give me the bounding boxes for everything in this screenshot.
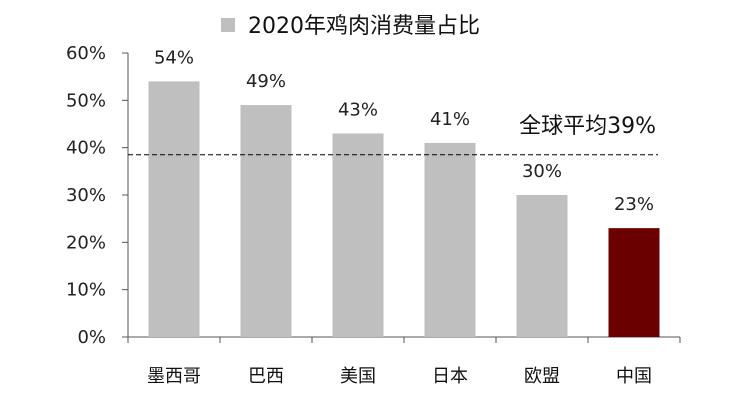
legend-swatch [221, 18, 235, 32]
x-tick-label: 美国 [340, 366, 376, 387]
data-label: 30% [522, 161, 562, 182]
bar [608, 228, 660, 337]
reference-line-group: 全球平均39% [128, 114, 658, 156]
x-tick-label: 巴西 [248, 366, 284, 387]
y-tick-label: 20% [66, 232, 106, 253]
value-labels: 54% 49% 43% 41% 30% 23% [154, 47, 654, 215]
bar [332, 133, 384, 337]
data-label: 49% [246, 71, 286, 92]
x-axis: 墨西哥 巴西 美国 日本 欧盟 中国 [127, 336, 681, 387]
bar [148, 81, 200, 338]
data-label: 54% [154, 47, 194, 68]
data-label: 23% [614, 194, 654, 215]
x-tick-label: 中国 [616, 366, 652, 387]
x-tick-label: 欧盟 [524, 366, 560, 387]
data-label: 43% [338, 99, 378, 120]
legend-label: 2020年鸡肉消费量占比 [248, 14, 480, 39]
y-tick-label: 0% [77, 327, 106, 348]
y-tick-label: 50% [66, 90, 106, 111]
bar [516, 195, 568, 337]
average-reference-label: 全球平均39% [519, 114, 656, 139]
data-label: 41% [430, 109, 470, 130]
y-tick-label: 40% [66, 138, 106, 159]
bar [424, 142, 476, 337]
bars [148, 81, 660, 338]
y-tick-label: 60% [66, 43, 106, 64]
x-tick-label: 墨西哥 [147, 366, 201, 387]
bar [240, 105, 292, 337]
legend: 2020年鸡肉消费量占比 [221, 14, 480, 39]
x-tick-label: 日本 [432, 366, 468, 387]
y-axis: 0% 10% 20% 30% 40% 50% 60% [66, 43, 129, 348]
y-tick-label: 30% [66, 185, 106, 206]
y-tick-label: 10% [66, 280, 106, 301]
